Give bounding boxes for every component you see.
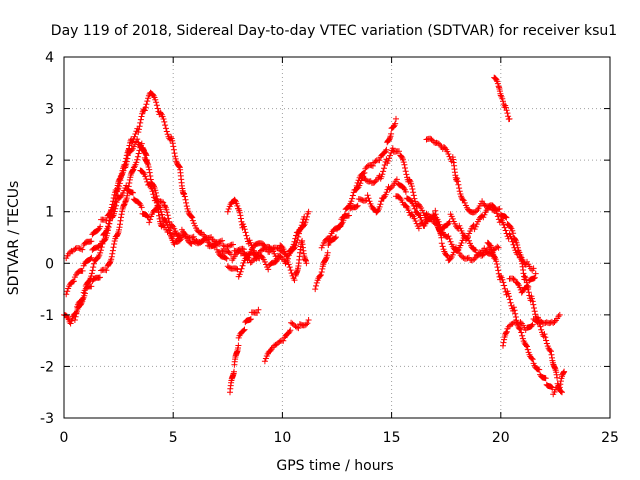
series-markers (491, 74, 513, 123)
series-markers (484, 239, 568, 398)
x-tick-label: 10 (273, 430, 291, 446)
plot-frame (63, 56, 611, 419)
series-track-i (312, 145, 502, 293)
series-track-l (393, 193, 537, 274)
series-markers (500, 311, 563, 349)
x-axis-label: GPS time / hours (276, 458, 393, 474)
y-tick-label: 4 (45, 50, 54, 66)
chart-title: Day 119 of 2018, Sidereal Day-to-day VTE… (51, 23, 617, 39)
axis-ticks: 0 5 10 15 20 25 -3 -2 -1 0 1 2 3 4 (40, 50, 619, 446)
x-tick-label: 20 (492, 430, 510, 446)
series-markers (393, 193, 537, 274)
grid (64, 57, 610, 418)
y-axis-label: SDTVAR / TECUs (6, 181, 22, 296)
series-track-g (224, 196, 260, 258)
y-tick-label: -1 (40, 308, 54, 324)
series-markers (137, 167, 308, 273)
x-tick-label: 25 (601, 430, 619, 446)
series-markers (312, 145, 502, 293)
series-track-m (423, 135, 565, 396)
data-points (61, 74, 568, 398)
y-tick-label: 1 (45, 205, 54, 221)
x-tick-label: 5 (169, 430, 178, 446)
series-markers (227, 306, 262, 396)
series-track-n (484, 239, 568, 398)
series-markers (261, 317, 312, 365)
x-tick-label: 15 (383, 430, 401, 446)
series-markers (423, 135, 565, 396)
series-track-k (353, 115, 399, 189)
series-track-j (318, 176, 498, 262)
y-tick-label: 2 (45, 153, 54, 169)
y-tick-label: -3 (40, 411, 54, 427)
series-markers (506, 270, 539, 296)
series-markers (71, 140, 150, 323)
series-markers (353, 115, 399, 189)
y-tick-label: 0 (45, 256, 54, 272)
series-markers (318, 176, 498, 262)
series-markers (224, 196, 260, 258)
y-tick-label: -2 (40, 359, 54, 375)
series-track-o (491, 74, 513, 123)
series-track-q (506, 270, 539, 296)
y-tick-label: 3 (45, 102, 54, 118)
series-track-f (227, 306, 262, 396)
series-track-p (500, 311, 563, 349)
series-track-e (137, 167, 308, 273)
series-track-d (71, 140, 150, 323)
x-tick-label: 0 (60, 430, 69, 446)
series-track-h (261, 317, 312, 365)
